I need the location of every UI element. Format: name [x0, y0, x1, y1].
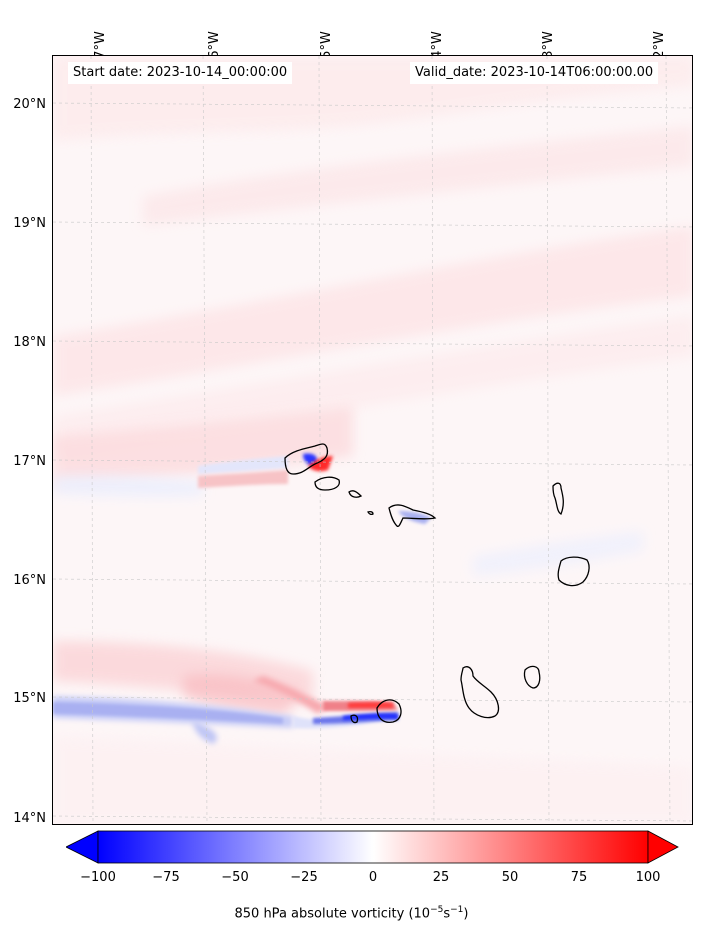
island-santiago [460, 666, 500, 719]
colorbar-label: 850 hPa absolute vorticity (10−5s−1) [234, 905, 469, 922]
colorbar-max-extend [647, 830, 679, 864]
gridlines [53, 56, 692, 824]
colorbar-tick: 0 [368, 870, 378, 885]
colorbar-min-extend [66, 830, 99, 864]
start-date-label: Start date: 2023-10-14_00:00:00 [68, 62, 293, 84]
colorbar-tick: −50 [221, 870, 249, 885]
valid-date-label: Valid_date: 2023-10-14T06:00:00.00 [410, 62, 659, 84]
positive-vorticity-streak [253, 676, 398, 714]
map-canvas [53, 56, 692, 824]
lat-tick-16n: 16°N [13, 573, 46, 588]
vorticity-map [52, 55, 693, 825]
colorbar-tick: −25 [290, 870, 318, 885]
island-maio [523, 665, 541, 689]
colorbar-gradient [97, 830, 649, 864]
colorbar-tick: 50 [501, 870, 519, 885]
island-santa-luzia [348, 490, 363, 498]
lat-tick-14n: 14°N [13, 811, 46, 826]
negative-vorticity-streak [53, 696, 398, 744]
lat-tick-20n: 20°N [13, 97, 46, 112]
island-brava [350, 714, 359, 724]
colorbar-tick: 75 [570, 870, 588, 885]
lat-tick-18n: 18°N [13, 335, 46, 350]
lat-tick-15n: 15°N [13, 691, 46, 706]
lat-tick-19n: 19°N [13, 216, 46, 231]
colorbar-tick: 100 [635, 870, 661, 885]
island-sao-vicente [314, 476, 341, 491]
colorbar-tick: −100 [80, 870, 116, 885]
island-boa-vista [557, 556, 590, 587]
lat-tick-17n: 17°N [13, 454, 46, 469]
island-fogo [376, 699, 402, 724]
island-branco [367, 510, 374, 516]
island-santo-antao [284, 443, 329, 475]
island-sao-nicolau [388, 504, 437, 528]
colorbar-tick: 25 [432, 870, 450, 885]
island-coastlines [284, 443, 590, 724]
northern-vorticity-pair [198, 453, 431, 524]
colorbar-tick: −75 [152, 870, 180, 885]
colorbar [66, 830, 679, 864]
island-sal [552, 482, 564, 515]
vorticity-field [53, 56, 692, 824]
